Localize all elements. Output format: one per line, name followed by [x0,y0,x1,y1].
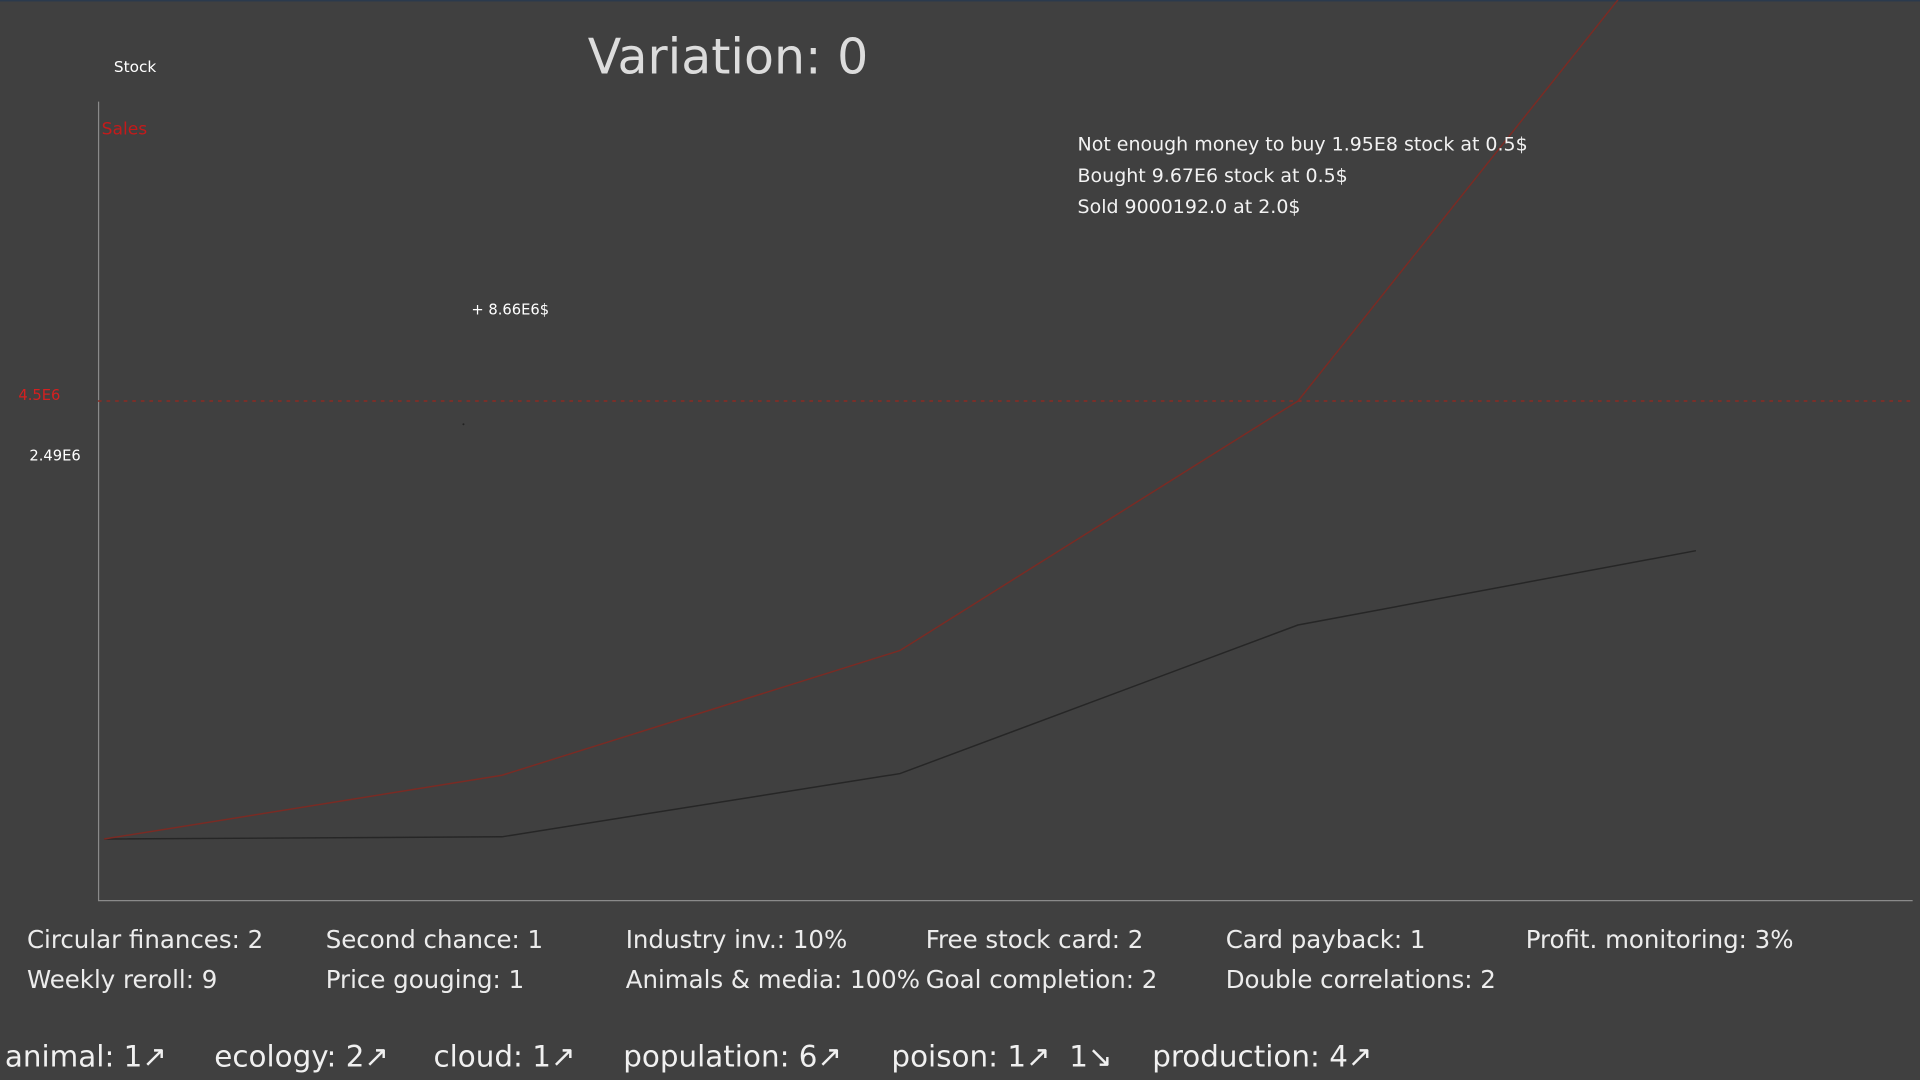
stat-item: Goal completion: 2 [926,965,1158,994]
gain-popup: + 8.66E6$ [471,302,549,319]
dot [462,423,465,426]
category-tag: animal: 1↗ [5,1040,167,1074]
stat-item: Free stock card: 2 [926,925,1144,954]
legend-stock: Stock [114,58,156,76]
log-message: Sold 9000192.0 at 2.0$ [1078,196,1301,218]
stat-item: Circular finances: 2 [27,925,263,954]
category-tag: population: 6↗ [623,1040,842,1074]
category-tag: production: 4↗ [1152,1040,1372,1074]
stat-item: Weekly reroll: 9 [27,965,217,994]
stat-item: Second chance: 1 [326,925,543,954]
log-message: Not enough money to buy 1.95E8 stock at … [1078,134,1528,156]
series-line [104,549,1697,840]
stat-item: Card payback: 1 [1226,925,1426,954]
category-tag: poison: 1↗ 1↘ [891,1040,1112,1074]
log-message: Bought 9.67E6 stock at 0.5$ [1078,165,1348,187]
stock-level-label: 2.49E6 [29,447,80,464]
stat-item: Industry inv.: 10% [626,925,848,954]
y-tick-label: 4.5E6 [18,387,60,404]
stat-item: Animals & media: 100% [626,965,920,994]
stat-item: Double correlations: 2 [1226,965,1496,994]
series-line [103,0,1619,840]
legend-sales: Sales [102,120,148,140]
category-tag: ecology: 2↗ [214,1040,389,1074]
category-tag: cloud: 1↗ [433,1040,575,1074]
variation-title: Variation: 0 [588,28,868,85]
stat-item: Profit. monitoring: 3% [1526,925,1794,954]
stat-item: Price gouging: 1 [326,965,524,994]
